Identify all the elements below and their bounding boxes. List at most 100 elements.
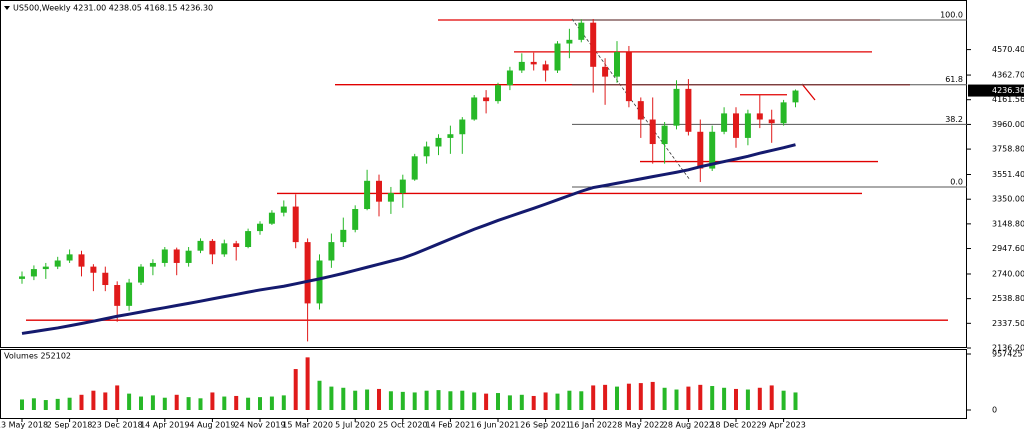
candle-body <box>90 266 97 273</box>
candle-body <box>185 250 192 263</box>
volume-bar <box>603 384 608 410</box>
x-tick-label: 5 Jul 2020 <box>335 421 375 430</box>
volume-bar <box>734 388 738 410</box>
volume-bar <box>222 396 227 410</box>
y-tick-label: 2136.20 <box>992 344 1024 353</box>
volume-bar <box>377 388 381 410</box>
candle-body <box>530 61 537 65</box>
candle-body <box>590 22 597 67</box>
y-tick-label: 4362.70 <box>992 71 1024 80</box>
x-tick-label: 15 Mar 2020 <box>282 421 333 430</box>
x-tick-label: 14 Apr 2019 <box>140 421 189 430</box>
volume-bar <box>424 390 429 410</box>
candle-body <box>352 209 359 230</box>
menu-triangle <box>4 6 10 10</box>
candle-body <box>792 90 799 103</box>
candle-body <box>268 212 275 224</box>
volume-bar <box>198 398 203 410</box>
volume-bar <box>745 389 750 410</box>
volume-bar <box>79 394 84 410</box>
volume-bar <box>662 387 667 410</box>
candle-body <box>173 249 180 263</box>
fib-label: 38.2 <box>945 115 963 124</box>
candle-body <box>399 179 406 194</box>
candle-body <box>387 193 394 202</box>
candle-body <box>316 260 323 304</box>
candle-body <box>30 269 37 277</box>
volume-bar <box>531 395 536 410</box>
y-tick-label: 3148.80 <box>992 219 1024 228</box>
volume-tick-label: 0 <box>992 406 997 415</box>
candle-body <box>602 66 609 77</box>
candle-body <box>292 206 299 243</box>
candle-body <box>578 22 585 40</box>
volume-bar <box>781 390 786 410</box>
volume-bar <box>162 397 167 410</box>
candle-body <box>149 262 156 267</box>
volume-bar <box>472 392 477 410</box>
x-tick-label: 13 May 2018 <box>0 421 48 430</box>
y-tick-label: 2337.50 <box>992 319 1024 328</box>
volume-bar <box>412 392 417 410</box>
x-tick-label: 26 Sep 2021 <box>520 421 571 430</box>
volume-bar <box>757 387 762 410</box>
candle-body <box>649 119 656 145</box>
x-tick-label: 24 Nov 2019 <box>234 421 285 430</box>
volume-bar <box>698 384 703 410</box>
y-tick-label: 2947.60 <box>992 244 1024 253</box>
volume-tick-label: 957425 <box>992 349 1023 358</box>
arrow <box>801 83 816 101</box>
candle-body <box>447 134 454 138</box>
candle-body <box>780 102 787 124</box>
volume-bar <box>626 383 631 410</box>
volume-bar <box>650 381 655 410</box>
x-tick-label: 16 Jan 2022 <box>569 421 617 430</box>
y-tick-label: 2538.80 <box>992 294 1024 303</box>
volume-bar <box>103 392 108 410</box>
candle-body <box>768 119 775 124</box>
x-tick-label: 9 Apr 2023 <box>761 421 805 430</box>
volume-bar <box>139 396 143 410</box>
volume-bar <box>67 397 72 410</box>
moving-average <box>21 143 796 335</box>
candle-body <box>161 249 168 263</box>
x-tick-label: 18 Dec 2022 <box>710 421 761 430</box>
candle-body <box>542 64 549 71</box>
candle-body <box>506 70 513 86</box>
volume-bar <box>269 396 274 410</box>
candle-body <box>340 229 347 243</box>
x-tick-label: 4 Aug 2019 <box>189 421 235 430</box>
candle-body <box>709 131 716 169</box>
candle-body <box>423 146 430 157</box>
volume-pane <box>0 349 967 419</box>
candle-body <box>685 88 692 132</box>
candle-body <box>697 131 704 169</box>
volume-bar <box>305 357 310 410</box>
candle-body <box>471 97 478 120</box>
volume-bar <box>174 394 179 410</box>
volume-bar <box>507 395 512 410</box>
volume-bar <box>722 387 727 410</box>
volume-bar <box>43 400 48 410</box>
volume-bar <box>353 390 358 410</box>
volume-bar <box>638 383 643 410</box>
candle-body <box>637 101 644 120</box>
volume-bar <box>115 385 120 410</box>
volume-bar <box>31 398 36 410</box>
candle-body <box>138 266 144 283</box>
volume-bar <box>579 391 584 410</box>
candle-body <box>245 231 252 248</box>
volume-bar <box>210 392 215 410</box>
candle-body <box>411 156 418 180</box>
candle-body <box>733 113 739 138</box>
candle-body <box>614 52 620 77</box>
y-tick-label: 3960.00 <box>992 120 1024 129</box>
y-tick-label: 3350.00 <box>992 195 1024 204</box>
volume-bar <box>281 395 286 410</box>
candle-body <box>19 276 25 279</box>
candle-body <box>756 113 763 120</box>
volume-bar <box>127 393 132 410</box>
x-tick-label: 25 Oct 2020 <box>378 421 427 430</box>
